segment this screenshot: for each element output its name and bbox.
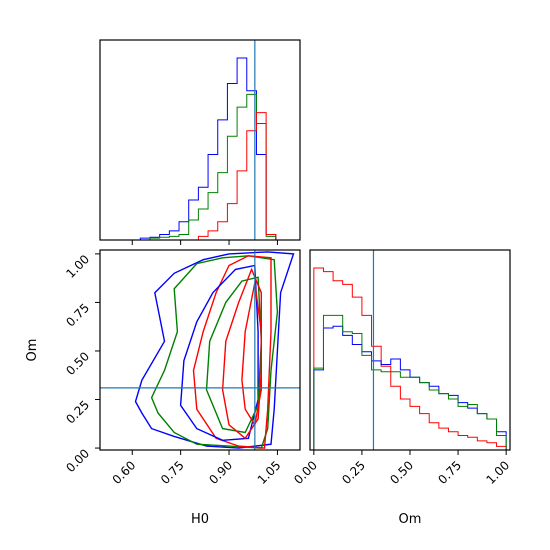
joint-contour-panel: 0.60 0.75 0.90 1.050.000.250.500.751.00 H0 … [25, 249, 301, 527]
om-marginal-frame [309, 249, 511, 451]
om-tick-label-0: 0.00 [63, 446, 92, 475]
hist-series-h0-0 [139, 57, 286, 241]
om-x-tick-label-4: 1.00 [483, 458, 512, 487]
h0-marginal-frame [99, 39, 301, 241]
om-x-tick-label-3: 0.75 [435, 458, 464, 487]
om-x-tick-label-0: 0.00 [291, 458, 320, 487]
om-tick-label-4: 1.00 [63, 252, 92, 281]
h0-tick-label-2: 0.90 [206, 458, 235, 487]
contour-3 [179, 264, 259, 442]
contour-4 [205, 276, 263, 434]
contour-2 [192, 255, 272, 449]
hist-series-om-1 [313, 325, 507, 450]
om-tick-label-3: 0.75 [63, 301, 92, 330]
hist-series-h0-2 [140, 112, 286, 241]
om-tick-label-2: 0.50 [63, 349, 92, 378]
om-xaxis-label: Om [399, 512, 422, 527]
h0-marginal-panel [99, 39, 301, 245]
contour-6 [241, 282, 262, 427]
om-marginal-panel: 0.00 0.25 0.50 0.75 1.00 Om [291, 249, 512, 527]
contour-0 [134, 251, 295, 449]
hist-series-h0-1 [140, 93, 286, 241]
h0-axis-label: H0 [191, 512, 209, 527]
joint-frame [99, 249, 301, 451]
hist-series-om-0 [313, 267, 507, 450]
om-tick-label-1: 0.25 [63, 398, 92, 427]
h0-tick-label-1: 0.75 [158, 458, 187, 487]
om-x-tick-label-1: 0.25 [339, 458, 368, 487]
contour-1 [150, 255, 279, 449]
h0-tick-label-0: 0.60 [110, 458, 139, 487]
om-axis-label: Om [25, 339, 40, 362]
contour-5 [221, 267, 262, 440]
h0-tick-label-3: 1.05 [255, 458, 284, 487]
om-x-tick-label-2: 0.50 [387, 458, 416, 487]
hist-series-om-2 [313, 314, 507, 450]
